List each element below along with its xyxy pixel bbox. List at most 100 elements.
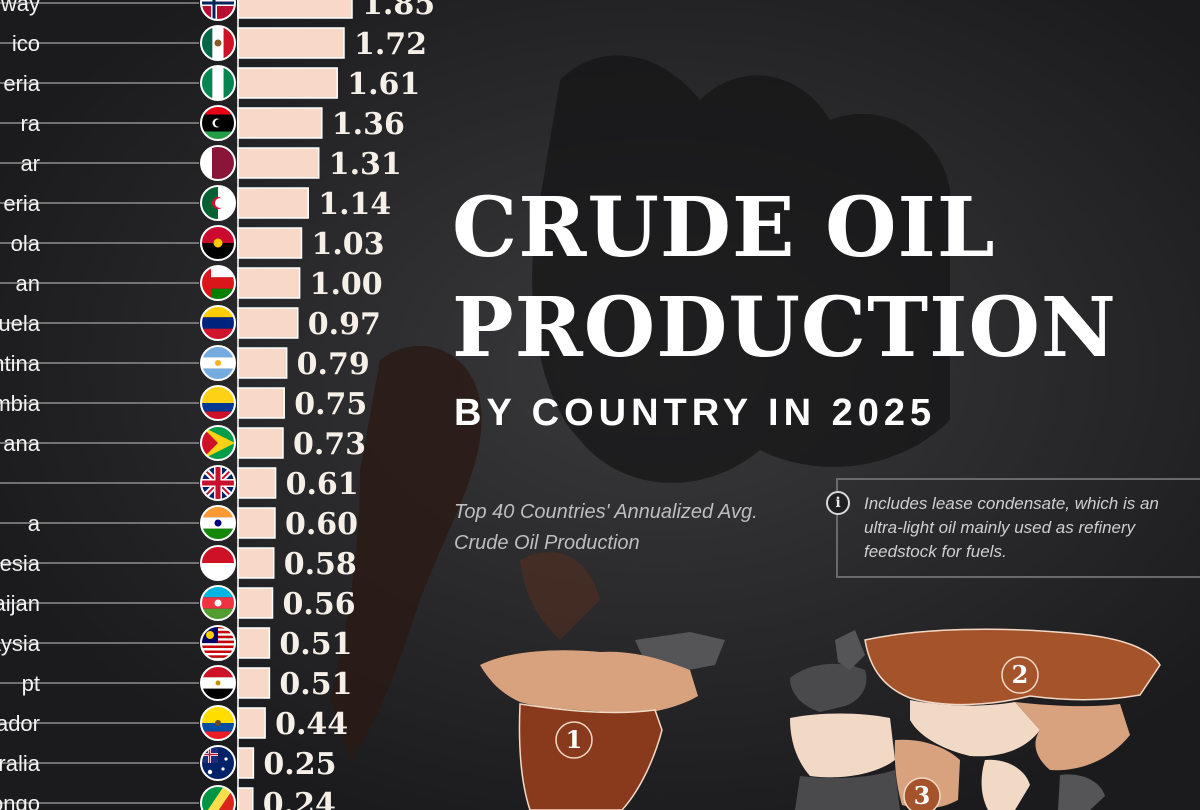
bar (237, 67, 338, 99)
libya-flag (200, 105, 236, 141)
norway-flag (200, 0, 236, 21)
value-label: 0.51 (279, 667, 352, 702)
malaysia-flag (200, 625, 236, 661)
value-label: 0.60 (285, 507, 358, 542)
bar (237, 467, 277, 499)
colombia-flag (200, 385, 236, 421)
congo-flag (200, 785, 236, 810)
country-label: entina (0, 351, 41, 376)
bar (237, 147, 320, 179)
value-label: 0.73 (293, 427, 366, 462)
bar (237, 267, 301, 299)
value-label: 1.03 (311, 227, 384, 262)
algeria-flag (200, 185, 236, 221)
india-flag (200, 505, 236, 541)
value-label: 0.75 (294, 387, 367, 422)
title-line: PRODUCTION (452, 280, 1117, 376)
bar (237, 347, 288, 379)
map-north-africa (790, 713, 895, 778)
uk-flag (200, 465, 236, 501)
value-label: 1.85 (362, 0, 435, 22)
note-box (836, 478, 1200, 578)
map-europe (790, 663, 867, 712)
country-label: rbaijan (0, 591, 40, 616)
map-sahel (795, 770, 900, 810)
mexico-flag (200, 25, 236, 61)
australia-flag (200, 745, 236, 781)
nigeria-flag (200, 65, 236, 101)
map-usa (518, 703, 663, 810)
angola-flag (200, 225, 236, 261)
oman-flag (200, 265, 236, 301)
indonesia-flag (200, 545, 236, 581)
bar (237, 707, 266, 739)
bar-chart: way 1.85 ico 1.72 eria 1.61 ra 1.36 ar 1.31 eria 1.… (0, 0, 440, 810)
country-label: a (28, 511, 41, 536)
venezuela-flag (200, 305, 236, 341)
country-label: onesia (0, 551, 41, 576)
country-label: ador (0, 711, 40, 736)
value-label: 1.36 (332, 107, 405, 142)
value-label: 0.56 (283, 587, 356, 622)
country-label: ezuela (0, 311, 41, 336)
map-canada (480, 650, 698, 714)
chart-subtitle: BY COUNTRY IN 2025 (454, 392, 937, 434)
value-label: 1.00 (310, 267, 383, 302)
value-label: 0.51 (279, 627, 352, 662)
bar (237, 787, 254, 810)
qatar-flag (200, 145, 236, 181)
value-label: 1.61 (347, 67, 420, 102)
bar (237, 107, 323, 139)
bar (237, 547, 275, 579)
ecuador-flag (200, 705, 236, 741)
value-label: 0.79 (297, 347, 370, 382)
chart-title: CRUDE OIL PRODUCTION (452, 178, 1117, 378)
world-map: 1 2 3 (440, 600, 1200, 810)
bar (237, 387, 285, 419)
value-label: 1.14 (318, 187, 391, 222)
bar (237, 307, 299, 339)
value-label: 0.58 (284, 547, 357, 582)
country-label: of the Congo (0, 791, 40, 810)
country-label: tralia (0, 751, 41, 776)
bar (237, 587, 274, 619)
country-label: ola (11, 231, 41, 256)
country-label: ra (20, 111, 40, 136)
info-icon: i (826, 491, 850, 515)
guyana-flag (200, 425, 236, 461)
map-scandinavia (835, 630, 865, 670)
country-label: ombia (0, 391, 41, 416)
azerbaijan-flag (200, 585, 236, 621)
country-label: way (0, 0, 40, 16)
map-rank-label: 3 (914, 781, 931, 810)
map-rank-label: 1 (566, 725, 583, 754)
map-rank-label: 2 (1012, 660, 1029, 689)
value-label: 0.61 (286, 467, 359, 502)
bar (237, 187, 309, 219)
country-label: ar (20, 151, 40, 176)
country-label: ico (12, 31, 40, 56)
bar (237, 507, 276, 539)
argentina-flag (200, 345, 236, 381)
value-label: 1.31 (329, 147, 402, 182)
note-text: Includes lease condensate, which is an u… (864, 494, 1159, 561)
bar (237, 627, 271, 659)
bar (237, 667, 271, 699)
country-label: pt (22, 671, 40, 696)
map-india (981, 759, 1030, 810)
value-label: 0.97 (308, 307, 381, 342)
bar (237, 747, 255, 779)
country-label: aysia (0, 631, 41, 656)
bar (237, 0, 353, 19)
value-label: 0.25 (263, 747, 336, 782)
bar (237, 427, 284, 459)
map-se-asia (1058, 774, 1105, 810)
map-central-asia (910, 700, 1040, 757)
country-label: eria (3, 71, 40, 96)
value-label: 0.24 (263, 787, 336, 810)
bar (237, 227, 303, 259)
egypt-flag (200, 665, 236, 701)
value-label: 0.44 (275, 707, 348, 742)
chart-description: Top 40 Countries' Annualized Avg. Crude … (454, 501, 758, 554)
map-china (1015, 702, 1130, 771)
